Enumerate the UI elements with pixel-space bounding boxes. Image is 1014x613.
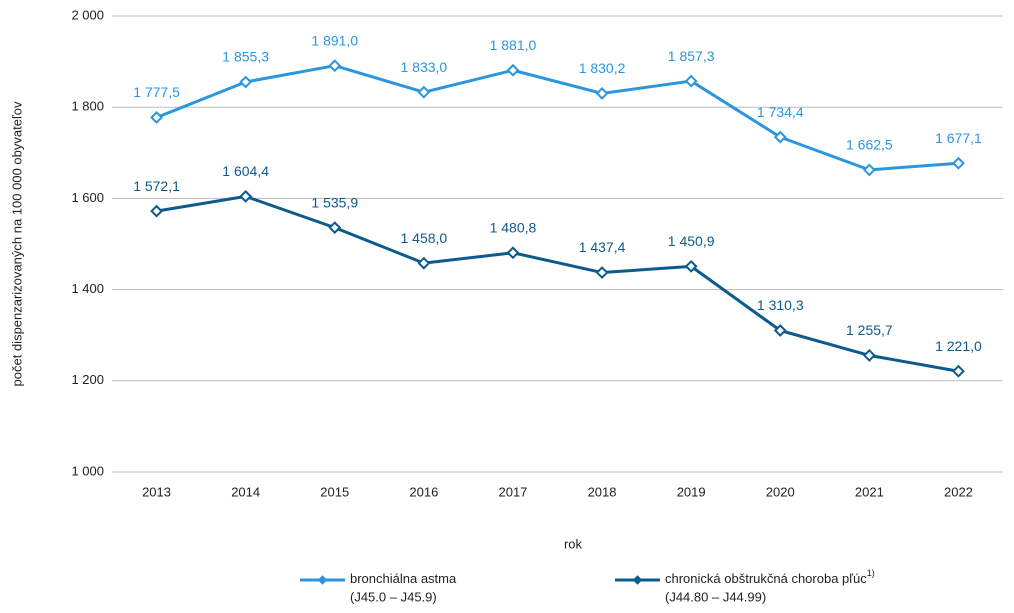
legend-name: chronická obštrukčná choroba pľúc [665, 571, 867, 586]
x-tick-label: 2014 [231, 484, 260, 499]
data-label: 1 310,3 [757, 297, 804, 313]
point-marker [150, 204, 163, 218]
series-line [156, 194, 959, 373]
series-line [155, 64, 959, 172]
y-tick-label: 1 600 [71, 190, 104, 205]
point-marker [506, 246, 520, 260]
data-label: 1 857,3 [668, 48, 715, 64]
legend-code: (J45.0 – J45.9) [350, 589, 437, 604]
data-label: 1 833,0 [400, 59, 447, 75]
point-marker [328, 221, 342, 235]
data-label: 1 734,4 [757, 104, 804, 120]
data-label: 1 881,0 [490, 37, 537, 53]
x-axis-label: rok [564, 536, 583, 551]
y-axis-label: počet dispenzarizovaných na 100 000 obyv… [9, 101, 24, 386]
data-label: 1 777,5 [133, 84, 180, 100]
y-tick-label: 2 000 [71, 7, 104, 22]
point-marker [773, 324, 787, 337]
point-marker [150, 111, 163, 124]
legend-label: bronchiálna astma [350, 571, 457, 586]
point-marker [684, 259, 698, 273]
point-marker [506, 63, 520, 77]
legend-marker [317, 575, 328, 585]
data-label: 1 855,3 [222, 49, 269, 65]
data-label: 1 662,5 [846, 137, 893, 153]
x-tick-label: 2015 [320, 484, 349, 499]
data-label: 1 677,1 [935, 130, 982, 146]
point-marker [595, 266, 609, 279]
x-tick-label: 2020 [766, 484, 795, 499]
point-marker [684, 74, 698, 88]
y-tick-label: 1 800 [71, 99, 104, 114]
point-marker [773, 130, 787, 144]
x-tick-label: 2018 [588, 484, 617, 499]
point-marker [952, 156, 965, 170]
point-marker [417, 85, 431, 99]
point-marker [862, 348, 876, 362]
data-label: 1 480,8 [490, 219, 537, 235]
data-label: 1 604,4 [222, 163, 269, 179]
data-label: 1 221,0 [935, 338, 982, 354]
data-label: 1 255,7 [846, 322, 893, 338]
x-tick-label: 2017 [498, 484, 527, 499]
legend-note: 1) [867, 568, 875, 578]
data-label: 1 437,4 [579, 239, 626, 255]
data-label: 1 572,1 [133, 178, 180, 194]
point-marker [862, 163, 876, 177]
legend-name: bronchiálna astma [350, 571, 457, 586]
y-tick-label: 1 200 [71, 372, 104, 387]
point-marker [952, 364, 965, 378]
legend-marker [632, 575, 643, 585]
point-marker [595, 87, 609, 100]
point-marker [417, 256, 431, 270]
data-label: 1 535,9 [311, 194, 358, 210]
y-tick-label: 1 400 [71, 281, 104, 296]
data-label: 1 450,9 [668, 233, 715, 249]
x-tick-label: 2022 [944, 484, 973, 499]
data-label: 1 830,2 [579, 60, 626, 76]
x-tick-label: 2019 [677, 484, 706, 499]
legend-label: chronická obštrukčná choroba pľúc1) [665, 568, 875, 586]
point-marker [328, 59, 342, 73]
legend-code: (J44.80 – J44.99) [665, 589, 766, 604]
x-tick-label: 2013 [142, 484, 171, 499]
x-tick-label: 2016 [409, 484, 438, 499]
data-label: 1 891,0 [311, 32, 358, 48]
y-tick-label: 1 000 [71, 463, 104, 478]
point-marker [239, 189, 253, 203]
x-tick-label: 2021 [855, 484, 884, 499]
point-marker [239, 75, 253, 89]
data-label: 1 458,0 [400, 230, 447, 246]
